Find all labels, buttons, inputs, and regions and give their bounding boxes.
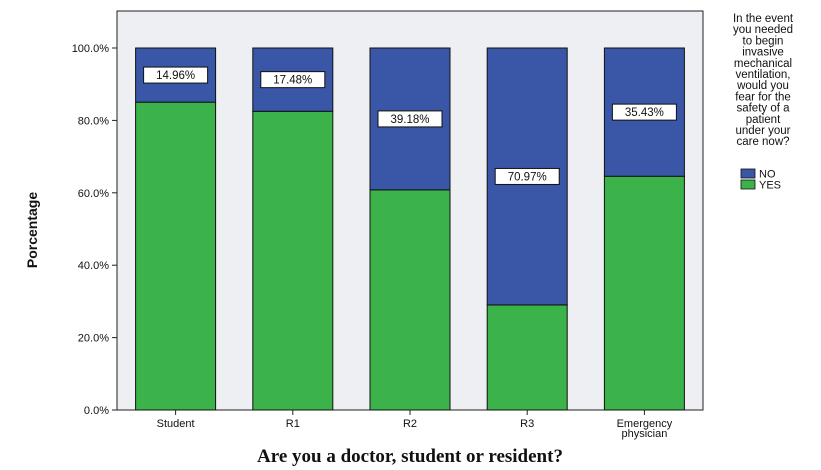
legend-title-line: safety of a	[736, 103, 790, 115]
legend-title-line: care now?	[736, 136, 789, 148]
legend-swatch-yes	[740, 179, 756, 190]
legend-title-line: patient	[746, 114, 781, 126]
y-tick-label: 20.0%	[78, 333, 109, 345]
legend-title-line: would you	[736, 80, 789, 92]
data-label: 70.97%	[508, 171, 547, 183]
legend-title-line: In the event	[733, 13, 794, 25]
bar-yes-5	[603, 175, 685, 411]
legend-title-line: fear for the	[735, 91, 791, 103]
data-label-box	[494, 167, 560, 185]
legend-title-line: you needed	[733, 24, 793, 36]
bars: 14.96% 17.48% 39.18% 70.97% 35.43%	[135, 47, 685, 411]
data-label: 35.43%	[625, 107, 664, 119]
legend-swatch-no	[740, 168, 756, 179]
x-tick-label: R1	[286, 418, 300, 430]
x-tick-label: physician	[621, 428, 667, 440]
y-tick-label: 40.0%	[78, 260, 109, 272]
data-label-box	[377, 110, 443, 128]
legend-title-line: under your	[736, 125, 791, 137]
legend-title-line: ventilation,	[736, 69, 791, 81]
data-label: 14.96%	[156, 70, 195, 82]
bar-yes-3	[369, 189, 451, 411]
x-axis-title: Are you a doctor, student or resident?	[257, 446, 563, 467]
data-label: 17.48%	[273, 75, 312, 87]
y-tick-label: 60.0%	[78, 188, 109, 200]
y-axis: 0.0% 20.0% 40.0% 60.0% 80.0% 100.0%	[72, 43, 117, 417]
x-tick-label: Student	[157, 418, 195, 430]
legend-title-line: invasive	[742, 47, 784, 59]
data-label: 39.18%	[390, 114, 429, 126]
data-label-box	[260, 71, 326, 89]
x-tick-label: R2	[403, 418, 417, 430]
bar-yes-1	[135, 101, 217, 411]
y-axis-title: Porcentage	[24, 192, 40, 268]
legend-label-yes: YES	[759, 180, 781, 192]
legend-title-line: to begin	[743, 35, 784, 47]
legend-title-line: mechanical	[734, 58, 792, 70]
data-label-box	[611, 103, 677, 121]
y-tick-label: 80.0%	[78, 115, 109, 127]
y-tick-label: 100.0%	[72, 43, 110, 55]
x-tick-label: R3	[520, 418, 534, 430]
bar-yes-4	[486, 304, 568, 411]
x-tick-label: Emergency	[617, 418, 673, 430]
legend-label-no: NO	[759, 169, 776, 181]
y-tick-label: 0.0%	[84, 405, 109, 417]
bar-yes-2	[252, 110, 334, 411]
data-label-box	[143, 66, 209, 84]
